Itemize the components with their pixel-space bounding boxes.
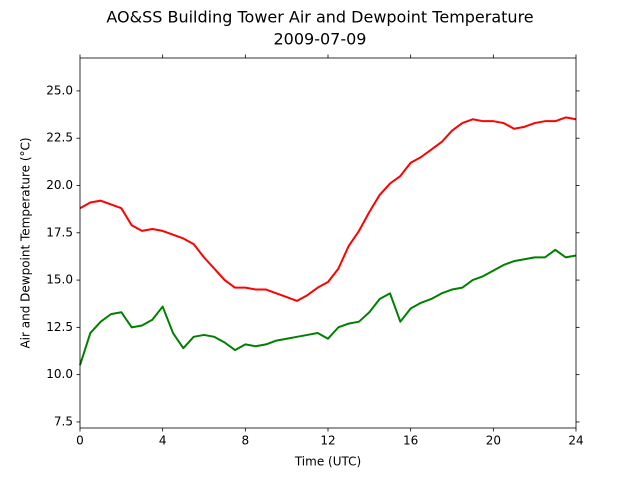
x-tick-label: 20 — [486, 434, 501, 448]
y-axis-label: Air and Dewpoint Temperature (°C) — [19, 137, 33, 348]
chart-subtitle: 2009-07-09 — [274, 30, 367, 49]
x-tick-label: 16 — [403, 434, 418, 448]
y-tick-label: 12.5 — [46, 320, 73, 334]
plot-frame — [79, 57, 577, 429]
series-line — [79, 248, 577, 366]
y-tick-label: 25.0 — [46, 83, 73, 97]
x-tick-label: 24 — [568, 434, 583, 448]
chart-title: AO&SS Building Tower Air and Dewpoint Te… — [106, 8, 533, 27]
x-tick-label: 8 — [242, 434, 250, 448]
x-tick-label: 12 — [320, 434, 335, 448]
y-tick-label: 10.0 — [46, 367, 73, 381]
y-tick-label: 17.5 — [46, 225, 73, 239]
series-line — [79, 116, 577, 302]
x-axis-label: Time (UTC) — [294, 455, 361, 469]
x-tick-label: 0 — [76, 434, 84, 448]
y-tick-label: 20.0 — [46, 178, 73, 192]
x-tick-label: 4 — [159, 434, 167, 448]
y-tick-label: 7.5 — [54, 414, 73, 428]
y-tick-label: 22.5 — [46, 131, 73, 145]
y-tick-label: 15.0 — [46, 273, 73, 287]
